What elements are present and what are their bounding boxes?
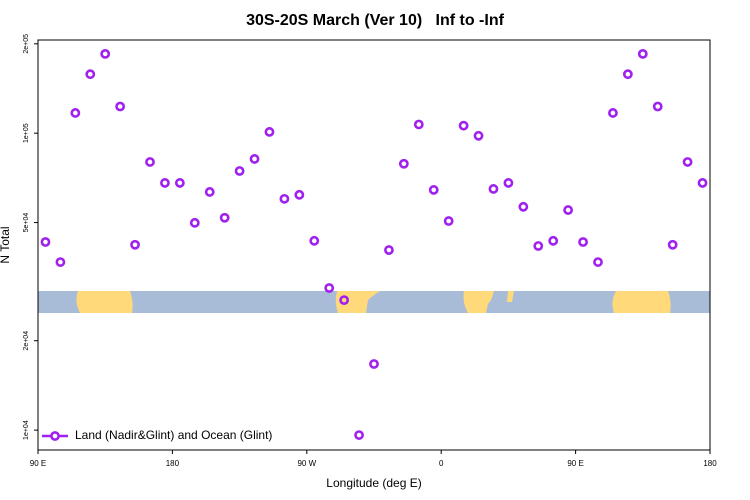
point [503, 178, 514, 188]
y-tick-label: 1e+05 [23, 123, 30, 143]
point [294, 189, 305, 200]
point [324, 283, 335, 293]
plot-frame [37, 39, 711, 451]
point [100, 48, 111, 59]
x-axis-label: Longitude (deg E) [326, 476, 421, 490]
point [279, 193, 290, 204]
land [507, 291, 514, 302]
x-tick-label: 90 W [297, 459, 316, 468]
point [443, 216, 454, 226]
x-tick-label: 180 [703, 459, 717, 468]
land [463, 291, 494, 313]
point [309, 235, 320, 246]
point [652, 101, 663, 112]
legend-label: Land (Nadir&Glint) and Ocean (Glint) [75, 428, 272, 442]
point [667, 239, 678, 250]
point [473, 130, 484, 141]
x-tick-label: 180 [166, 459, 180, 468]
point [339, 295, 350, 306]
land [76, 291, 133, 313]
point [563, 205, 574, 215]
y-tick-label: 2e+04 [23, 331, 30, 351]
point [249, 154, 260, 164]
y-axis-label: N Total [0, 226, 12, 263]
point [398, 158, 409, 169]
point [174, 178, 185, 188]
point [488, 184, 499, 194]
legend-marker [50, 431, 60, 441]
point [85, 69, 96, 80]
point [130, 239, 140, 250]
point [637, 48, 648, 59]
point [115, 101, 126, 112]
point [578, 237, 588, 247]
x-tick-label: 90 E [30, 459, 46, 468]
x-tick-label: 0 [439, 459, 444, 468]
y-tick-label: 1e+04 [23, 420, 30, 440]
point [234, 166, 245, 176]
point [697, 178, 708, 188]
point [189, 217, 200, 228]
point [682, 157, 693, 167]
point [204, 187, 215, 197]
ocean [38, 291, 710, 313]
land [612, 291, 671, 313]
map-band [38, 291, 710, 313]
point [593, 257, 603, 267]
point [608, 108, 618, 118]
y-tick-label: 2e+05 [23, 34, 30, 54]
point [55, 257, 66, 267]
point [428, 185, 439, 195]
point [264, 127, 275, 137]
point [354, 430, 364, 440]
point [458, 120, 469, 131]
point [384, 245, 394, 255]
x-tick-label: 90 E [567, 459, 583, 468]
point [40, 237, 51, 247]
point [145, 157, 155, 167]
point [219, 212, 230, 223]
chart-title: 30S-20S March (Ver 10) Inf to -Inf [246, 12, 505, 29]
point [369, 359, 379, 369]
point [70, 108, 81, 118]
point [518, 201, 529, 212]
point [622, 69, 633, 80]
point [548, 235, 559, 246]
point [533, 241, 544, 251]
y-tick-label: 5e+04 [23, 213, 30, 233]
point [413, 119, 424, 130]
point [160, 178, 170, 188]
